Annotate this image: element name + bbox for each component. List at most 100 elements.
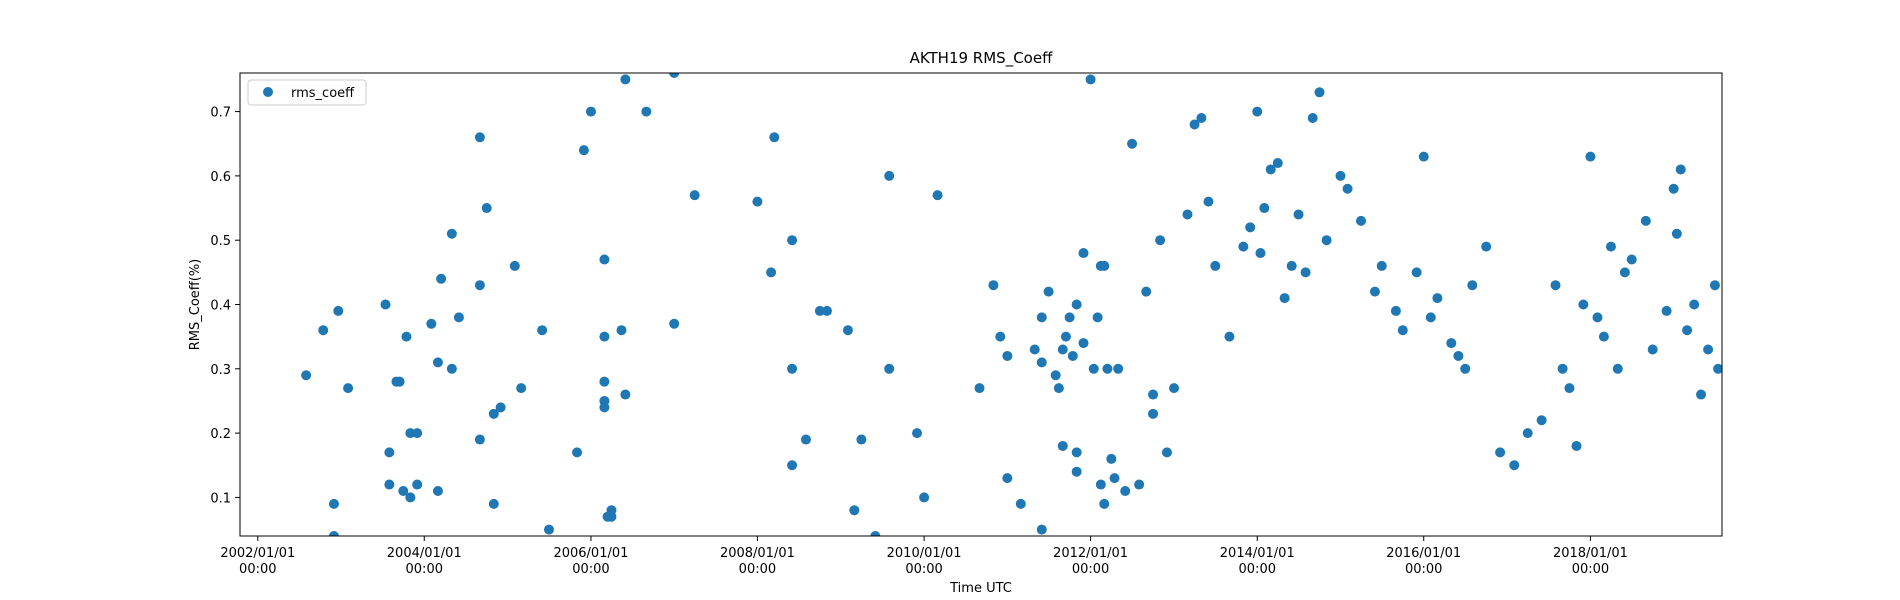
data-point <box>1210 260 1221 271</box>
data-point <box>1293 209 1304 220</box>
data-point <box>1321 235 1332 246</box>
x-axis-ticks: 2002/01/0100:002004/01/0100:002006/01/01… <box>220 536 1628 577</box>
data-point <box>849 505 860 516</box>
data-point <box>1390 305 1401 316</box>
data-point <box>1265 164 1276 175</box>
data-point <box>787 460 798 471</box>
data-point <box>1029 344 1040 355</box>
data-point <box>616 325 627 336</box>
data-point <box>1161 447 1172 458</box>
data-point <box>1002 473 1013 484</box>
legend-box <box>247 79 367 106</box>
data-point <box>1335 170 1346 181</box>
y-tick-label: 0.6 <box>210 170 231 185</box>
x-tick-label-time: 00:00 <box>1405 562 1442 577</box>
data-point <box>380 299 391 310</box>
data-point <box>436 273 447 284</box>
x-tick-label-time: 00:00 <box>239 562 276 577</box>
x-tick-label-date: 2004/01/01 <box>387 546 462 561</box>
data-point <box>1088 363 1099 374</box>
data-point <box>585 106 596 117</box>
data-point <box>1036 524 1047 535</box>
y-tick-label: 0.3 <box>210 363 231 378</box>
data-point <box>1015 498 1026 509</box>
data-point <box>1495 447 1506 458</box>
y-tick-label: 0.5 <box>210 234 231 249</box>
data-point <box>1536 415 1547 426</box>
data-point <box>1064 312 1075 323</box>
data-point <box>1252 106 1263 117</box>
data-point <box>516 383 527 394</box>
data-point <box>1550 280 1561 291</box>
data-point <box>398 485 409 496</box>
data-point <box>333 305 344 316</box>
data-point <box>474 132 485 143</box>
y-tick-label: 0.2 <box>210 427 231 442</box>
data-point <box>1036 312 1047 323</box>
data-point <box>1585 151 1596 162</box>
data-point <box>1109 473 1120 484</box>
x-tick-label-time: 00:00 <box>739 562 776 577</box>
data-point <box>1245 222 1256 233</box>
data-point <box>1709 280 1720 291</box>
data-point <box>1279 293 1290 304</box>
data-point <box>1057 344 1068 355</box>
data-point <box>842 325 853 336</box>
data-point <box>1592 312 1603 323</box>
data-point <box>432 485 443 496</box>
data-point <box>1668 183 1679 194</box>
data-point <box>405 492 416 503</box>
data-point <box>1043 286 1054 297</box>
data-point <box>1141 286 1152 297</box>
data-point <box>1432 293 1443 304</box>
data-point <box>1619 267 1630 278</box>
data-point <box>1071 299 1082 310</box>
data-point <box>394 376 405 387</box>
data-point <box>1578 299 1589 310</box>
data-point <box>1120 485 1131 496</box>
data-point <box>1342 183 1353 194</box>
data-point <box>884 363 895 374</box>
data-point <box>1356 215 1367 226</box>
data-point <box>1286 260 1297 271</box>
data-point <box>1509 460 1520 471</box>
data-point <box>474 434 485 445</box>
data-point <box>1203 196 1214 207</box>
y-tick-label: 0.1 <box>210 491 231 506</box>
data-point <box>1102 363 1113 374</box>
data-point <box>669 73 680 78</box>
x-tick-label-time: 00:00 <box>406 562 443 577</box>
data-point <box>1099 498 1110 509</box>
data-point <box>412 428 423 439</box>
data-point <box>1671 228 1682 239</box>
data-point <box>1050 370 1061 381</box>
data-point <box>1155 235 1166 246</box>
data-point <box>1460 363 1471 374</box>
data-point <box>1557 363 1568 374</box>
data-point <box>787 235 798 246</box>
data-point <box>1078 248 1089 259</box>
data-point <box>1696 389 1707 400</box>
data-point <box>384 447 395 458</box>
data-point <box>787 363 798 374</box>
data-point <box>620 389 631 400</box>
x-tick-label-time: 00:00 <box>572 562 609 577</box>
data-point <box>1411 267 1422 278</box>
data-point <box>537 325 548 336</box>
data-point <box>1425 312 1436 323</box>
data-point <box>884 170 895 181</box>
data-point <box>1675 164 1686 175</box>
x-tick-label-date: 2010/01/01 <box>887 546 962 561</box>
data-point <box>1713 363 1722 374</box>
x-tick-label-date: 2008/01/01 <box>720 546 795 561</box>
legend-label: rms_coeff <box>291 86 355 101</box>
data-point <box>328 498 339 509</box>
x-tick-label-date: 2002/01/01 <box>220 546 295 561</box>
data-point <box>412 479 423 490</box>
data-point <box>401 331 412 342</box>
data-point <box>606 511 617 522</box>
data-point <box>766 267 777 278</box>
data-point <box>1647 344 1658 355</box>
data-point <box>1053 383 1064 394</box>
